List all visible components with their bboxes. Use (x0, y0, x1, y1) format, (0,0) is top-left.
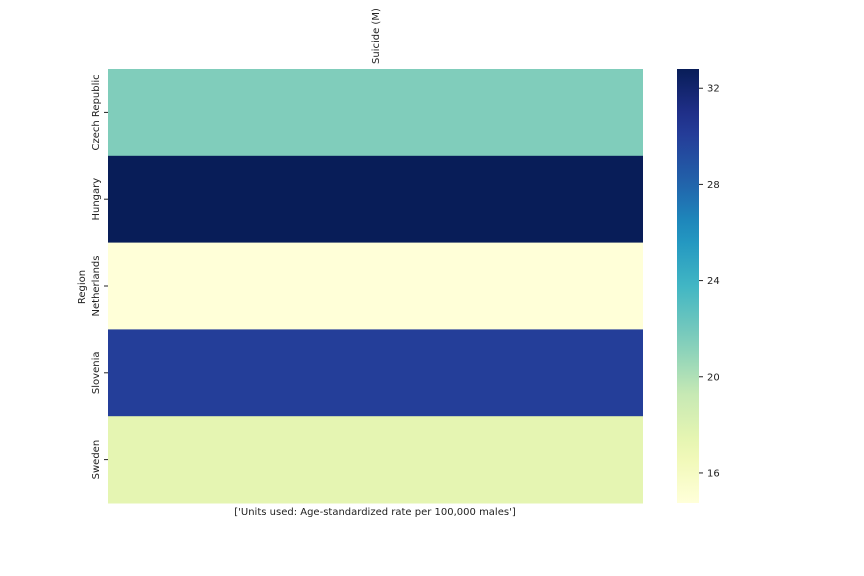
y-tick-label: Hungary (91, 178, 102, 221)
heatmap-cells (108, 69, 643, 504)
y-tick-labels: Czech Republic Hungary Netherlands Slovenia… (91, 74, 108, 479)
x-tick-label: Suicide (M) (371, 8, 382, 64)
heatmap-cell (108, 69, 643, 157)
x-axis-label: ['Units used: Age-standardized rate per … (234, 507, 516, 518)
y-tick-label: Czech Republic (91, 74, 102, 150)
y-tick-label: Sweden (91, 440, 102, 480)
colorbar-tick-label: 24 (707, 276, 720, 287)
heatmap-cell (108, 329, 643, 417)
y-tick-label: Slovenia (91, 352, 102, 395)
colorbar-tick-label: 28 (707, 180, 720, 191)
colorbar-tick-label: 20 (707, 372, 720, 383)
colorbar (677, 69, 699, 503)
colorbar-tick-label: 32 (707, 84, 720, 95)
colorbar-tick-label: 16 (707, 468, 720, 479)
heatmap-cell (108, 155, 643, 244)
heatmap-cell (108, 242, 643, 330)
heatmap-cell (108, 416, 643, 504)
y-tick-label: Netherlands (91, 256, 102, 317)
y-axis-label: Region (77, 270, 88, 304)
colorbar-ticks: 16 20 24 28 32 (699, 84, 720, 479)
